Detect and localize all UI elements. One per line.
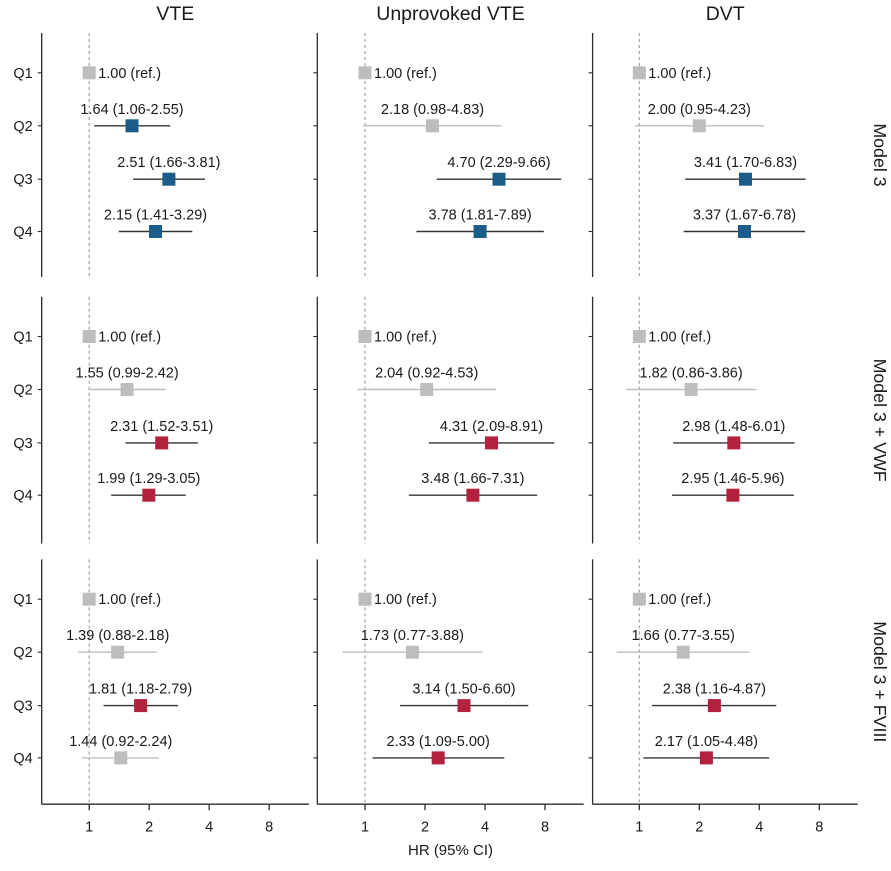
svg-text:1.55 (0.99-2.42): 1.55 (0.99-2.42) <box>76 366 179 382</box>
svg-text:2.18 (0.98-4.83): 2.18 (0.98-4.83) <box>381 102 484 118</box>
svg-text:1.00 (ref.): 1.00 (ref.) <box>374 592 437 608</box>
svg-text:4: 4 <box>755 820 763 836</box>
svg-text:1.44 (0.92-2.24): 1.44 (0.92-2.24) <box>69 734 172 750</box>
svg-text:3.48 (1.66-7.31): 3.48 (1.66-7.31) <box>421 471 524 487</box>
svg-text:Q1: Q1 <box>13 592 32 608</box>
svg-text:Q2: Q2 <box>13 119 32 135</box>
svg-text:Q4: Q4 <box>13 751 32 767</box>
svg-text:2.98 (1.48-6.01): 2.98 (1.48-6.01) <box>682 419 785 435</box>
svg-text:2.95 (1.46-5.96): 2.95 (1.46-5.96) <box>681 471 784 487</box>
svg-text:8: 8 <box>541 820 549 836</box>
svg-text:2.31 (1.52-3.51): 2.31 (1.52-3.51) <box>110 419 213 435</box>
svg-text:Model 3 + VWF: Model 3 + VWF <box>870 359 890 482</box>
svg-text:Q2: Q2 <box>13 383 32 399</box>
svg-text:8: 8 <box>265 820 273 836</box>
svg-text:VTE: VTE <box>156 3 194 25</box>
svg-text:4.70 (2.29-9.66): 4.70 (2.29-9.66) <box>447 155 550 171</box>
svg-text:3.37 (1.67-6.78): 3.37 (1.67-6.78) <box>693 208 796 224</box>
svg-text:Unprovoked VTE: Unprovoked VTE <box>376 3 525 25</box>
svg-text:2: 2 <box>145 820 153 836</box>
svg-text:1.64 (1.06-2.55): 1.64 (1.06-2.55) <box>80 102 183 118</box>
svg-text:1.00 (ref.): 1.00 (ref.) <box>648 330 711 346</box>
svg-text:1.00 (ref.): 1.00 (ref.) <box>374 66 437 82</box>
svg-text:1.00 (ref.): 1.00 (ref.) <box>98 330 161 346</box>
svg-text:Q3: Q3 <box>13 436 32 452</box>
svg-text:Q4: Q4 <box>13 488 32 504</box>
svg-text:1: 1 <box>361 820 369 836</box>
svg-text:8: 8 <box>815 820 823 836</box>
svg-text:1.00 (ref.): 1.00 (ref.) <box>98 592 161 608</box>
svg-text:4: 4 <box>205 820 213 836</box>
svg-text:Q2: Q2 <box>13 645 32 661</box>
svg-text:Q3: Q3 <box>13 172 32 188</box>
svg-text:2.00 (0.95-4.23): 2.00 (0.95-4.23) <box>648 102 751 118</box>
svg-text:3.14 (1.50-6.60): 3.14 (1.50-6.60) <box>412 682 515 698</box>
svg-text:2: 2 <box>421 820 429 836</box>
svg-text:2: 2 <box>695 820 703 836</box>
svg-text:1: 1 <box>635 820 643 836</box>
svg-text:1.66 (0.77-3.55): 1.66 (0.77-3.55) <box>632 628 735 644</box>
svg-text:3.41 (1.70-6.83): 3.41 (1.70-6.83) <box>694 155 797 171</box>
svg-text:1.73 (0.77-3.88): 1.73 (0.77-3.88) <box>361 628 464 644</box>
svg-text:1.39 (0.88-2.18): 1.39 (0.88-2.18) <box>66 628 169 644</box>
svg-text:Q3: Q3 <box>13 699 32 715</box>
svg-text:Q1: Q1 <box>13 330 32 346</box>
svg-text:Q4: Q4 <box>13 225 32 241</box>
svg-text:DVT: DVT <box>706 3 745 25</box>
svg-text:Model 3: Model 3 <box>870 123 890 186</box>
svg-text:4.31 (2.09-8.91): 4.31 (2.09-8.91) <box>440 419 543 435</box>
svg-text:1.00 (ref.): 1.00 (ref.) <box>98 66 161 82</box>
svg-text:1.82 (0.86-3.86): 1.82 (0.86-3.86) <box>640 366 743 382</box>
svg-text:4: 4 <box>481 820 489 836</box>
svg-text:2.33 (1.09-5.00): 2.33 (1.09-5.00) <box>387 734 490 750</box>
svg-text:2.04 (0.92-4.53): 2.04 (0.92-4.53) <box>375 366 478 382</box>
svg-text:1.00 (ref.): 1.00 (ref.) <box>648 592 711 608</box>
svg-text:3.78 (1.81-7.89): 3.78 (1.81-7.89) <box>429 208 532 224</box>
svg-text:1.00 (ref.): 1.00 (ref.) <box>648 66 711 82</box>
svg-text:1.00 (ref.): 1.00 (ref.) <box>374 330 437 346</box>
svg-text:2.38 (1.16-4.87): 2.38 (1.16-4.87) <box>663 682 766 698</box>
svg-text:1.99 (1.29-3.05): 1.99 (1.29-3.05) <box>97 471 200 487</box>
svg-text:Model 3 + FVIII: Model 3 + FVIII <box>870 621 890 742</box>
svg-text:HR (95% CI): HR (95% CI) <box>408 842 493 859</box>
svg-text:1.81 (1.18-2.79): 1.81 (1.18-2.79) <box>89 682 192 698</box>
svg-text:2.17 (1.05-4.48): 2.17 (1.05-4.48) <box>655 734 758 750</box>
svg-text:2.51 (1.66-3.81): 2.51 (1.66-3.81) <box>117 155 220 171</box>
svg-text:2.15 (1.41-3.29): 2.15 (1.41-3.29) <box>104 208 207 224</box>
svg-text:Q1: Q1 <box>13 66 32 82</box>
svg-text:1: 1 <box>85 820 93 836</box>
